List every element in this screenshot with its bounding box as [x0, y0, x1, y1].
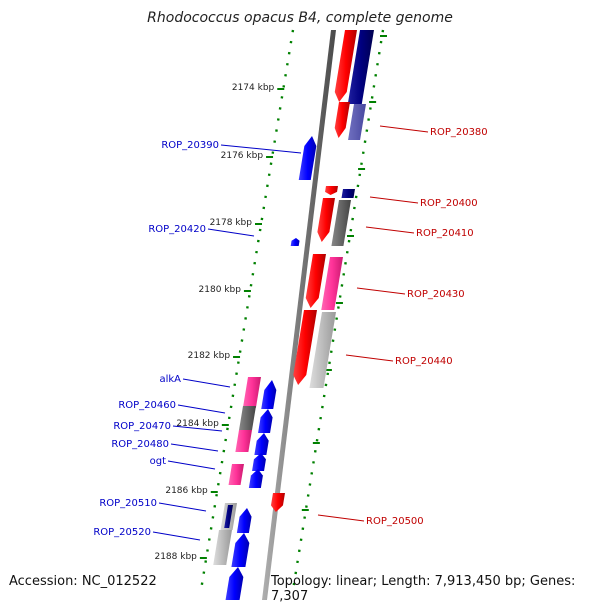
label-leader-line — [182, 378, 231, 388]
gene-feature-rop-20480 — [252, 453, 266, 471]
scale-tick-label: 2176 kbp — [221, 151, 264, 161]
cds-feature-rop-20440 — [309, 312, 336, 388]
gene-feature-alka — [261, 380, 277, 409]
cds-feature-rop-20520 — [213, 530, 232, 565]
gene-feature-ogt — [248, 469, 263, 488]
gene-feature-rop-20520 — [231, 533, 250, 567]
gene-feature-rop-20430 — [305, 254, 326, 308]
gene-feature-rop-20470 — [254, 433, 269, 455]
label-leader-line — [220, 144, 302, 154]
scale-ticks: 2174 kbp 2176 kbp 2178 kbp 2180 kbp 2182 kbp… — [154, 83, 285, 562]
label-leader-line — [167, 460, 216, 470]
scale-tick-label: 2182 kbp — [188, 351, 231, 361]
label-leader-line — [356, 287, 406, 295]
gene-label-left: ROP_20520 — [93, 527, 151, 538]
scale-tick-label: 2178 kbp — [210, 218, 253, 228]
gene-label-left: ROP_20390 — [161, 140, 219, 151]
label-leader-line — [207, 228, 255, 237]
cds-feature-rop-20460 — [239, 406, 256, 430]
scale-tick-label: 2174 kbp — [232, 83, 275, 93]
gene-feature-rop-20460 — [258, 409, 273, 433]
label-leader-line — [158, 502, 207, 512]
label-leader-line — [177, 404, 226, 414]
gene-feature-rop-20390 — [298, 136, 317, 180]
scale-tick-label: 2186 kbp — [165, 486, 208, 496]
gene-label-left: ROP_20460 — [118, 400, 176, 411]
right-ticks — [301, 35, 388, 511]
gene-label-right: ROP_20410 — [416, 228, 474, 239]
cds-feature-rop-20430 — [321, 257, 343, 310]
label-leader-line — [365, 226, 415, 234]
cds-feature-rop-20360 — [347, 30, 374, 104]
gene-feature-rop-20410 — [317, 198, 335, 242]
gene-label-right: ROP_20380 — [430, 127, 488, 138]
label-leader-line — [152, 531, 201, 541]
gene-feature-rop-20420 — [290, 238, 300, 246]
gene-feature-rop-20380 — [334, 102, 350, 138]
gene-label-left: alkA — [159, 374, 181, 385]
gene-label-left: ROP_20420 — [148, 224, 206, 235]
gene-feature-rop-20530 — [225, 567, 244, 600]
cds-feature-rop-20380 — [348, 104, 366, 140]
scale-tick-label: 2184 kbp — [176, 419, 219, 429]
cds-feature-rop-20470 — [235, 430, 252, 452]
gene-label-right: ROP_20430 — [407, 289, 465, 300]
cds-feature-ogt — [228, 464, 244, 485]
label-leader-line — [379, 125, 429, 133]
gene-feature-rop-20510 — [236, 508, 252, 533]
label-leader-line — [172, 425, 223, 432]
label-leader-line — [345, 354, 394, 362]
gene-feature-rop-20360 — [334, 30, 357, 102]
map-title: Rhodococcus opacus B4, complete genome — [147, 10, 453, 26]
gene-label-left: ogt — [150, 456, 166, 467]
label-leader-line — [369, 196, 419, 204]
cds-feature-rop-20410 — [331, 200, 351, 246]
gene-feature-rop-20500 — [270, 493, 285, 512]
label-leader-line — [317, 514, 365, 522]
genome-backbone — [262, 30, 336, 600]
gene-label-left: ROP_20510 — [99, 498, 157, 509]
gene-label-left: ROP_20470 — [113, 421, 171, 432]
label-leader-line — [170, 443, 219, 452]
cds-feature-rop-20400 — [341, 189, 355, 198]
scale-tick-label: 2180 kbp — [199, 285, 242, 295]
accession-text: Accession: NC_012522 — [9, 574, 157, 589]
gene-feature-rop-20440 — [293, 310, 317, 385]
gene-feature-rop-20400 — [325, 186, 338, 195]
gene-features — [213, 30, 374, 600]
scale-tick-label: 2188 kbp — [154, 552, 197, 562]
cds-feature-rop-20510b — [224, 505, 233, 528]
gene-label-right: ROP_20400 — [420, 198, 478, 209]
cds-feature-alka — [242, 377, 261, 408]
gene-label-left: ROP_20480 — [111, 439, 169, 450]
gene-labels: ROP_20380 ROP_20400 ROP_20410 ROP_20430 ROP_… — [93, 125, 488, 541]
gene-label-right: ROP_20500 — [366, 516, 424, 527]
gene-label-right: ROP_20440 — [395, 356, 453, 367]
